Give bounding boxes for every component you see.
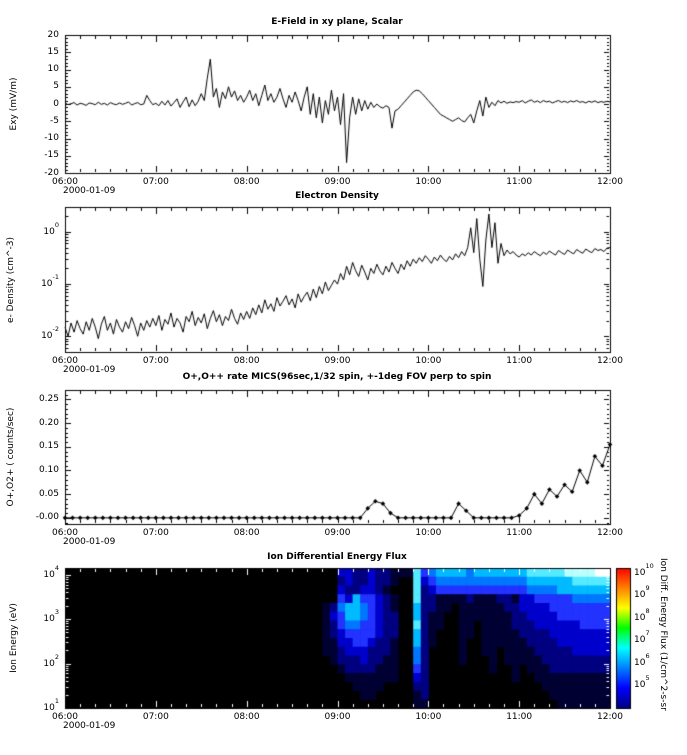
y-tick-label: 0.10 [38,464,59,475]
panel2-ylabel: e- Density (cm^-3) [6,237,16,323]
x-tick-label: 10:00 [415,528,442,538]
colorbar-title: Ion Diff. Energy Flux (1/cm^2-s-sr [658,558,668,711]
x-tick-label: 08:00 [233,177,260,187]
y-tick-label: 0 [53,98,59,109]
x-tick-label: 10:00 [415,356,442,366]
y-tick-label: 102 [43,652,59,669]
x-tick-label: 09:00 [324,177,351,187]
y-tick-label: 10 [47,64,59,74]
y-tick-label: 101 [43,697,59,713]
x-tick-label: 11:00 [506,712,533,722]
y-tick-label: 0.25 [38,393,59,404]
y-tick-label: 103 [43,608,59,625]
panel2-date-label: 2000-01-09 [63,365,116,375]
panel4-ylabel: Ion Energy (eV) [9,603,19,673]
x-tick-label: 12:00 [597,177,623,187]
x-tick-label: 06:00 [52,712,78,722]
y-tick-label: -20 [44,167,59,178]
colorbar-tick-label: 1010 [634,561,654,578]
x-tick-label: 10:00 [415,712,442,722]
y-tick-label: -10 [44,133,59,143]
x-tick-label: 07:00 [142,356,169,366]
x-tick-label: 07:00 [142,712,169,722]
colorbar-tick-label: 109 [634,584,650,601]
x-tick-label: 12:00 [597,528,623,538]
x-tick-label: 12:00 [597,356,623,366]
panel1-date-label: 2000-01-09 [63,186,116,196]
panel4-title: Ion Differential Energy Flux [267,552,407,562]
x-tick-label: 08:00 [233,528,260,538]
x-tick-label: 08:00 [233,356,260,366]
colorbar-tick-label: 108 [634,606,650,623]
panel4-date-label: 2000-01-09 [63,721,116,731]
x-tick-label: 12:00 [597,712,623,722]
x-tick-label: 06:00 [52,177,78,187]
panel3-title: O+,O++ rate MICS(96sec,1/32 spin, +-1deg… [182,372,492,382]
x-tick-label: 11:00 [506,177,533,187]
y-tick-label: 100 [43,220,59,237]
x-tick-label: 09:00 [324,356,351,366]
y-tick-label: 10-1 [41,273,59,290]
y-tick-label: 104 [43,563,59,580]
y-tick-label: 5 [53,81,59,92]
x-tick-label: 08:00 [233,712,260,722]
panel3-ylabel: O+,O2+ ( counts/sec) [6,407,16,507]
x-tick-label: 07:00 [142,528,169,538]
y-tick-label: -15 [44,150,59,161]
y-tick-label: 15 [47,46,59,57]
y-tick-label: 0.05 [38,488,59,499]
x-tick-label: 10:00 [415,177,442,187]
panel2-title: Electron Density [295,191,379,201]
colorbar-tick-label: 107 [634,629,650,646]
y-tick-label: 20 [47,29,59,40]
x-tick-label: 06:00 [52,528,78,538]
x-tick-label: 09:00 [324,712,351,722]
panel3-date-label: 2000-01-09 [63,537,116,547]
y-tick-label: 10-2 [41,325,59,342]
y-tick-label: -5 [50,115,59,126]
panel1-title: E-Field in xy plane, Scalar [271,17,403,27]
x-tick-label: 06:00 [52,356,78,366]
panel1-ylabel: Exy (mV/m) [9,77,19,131]
x-tick-label: 09:00 [324,528,351,538]
x-tick-label: 07:00 [142,177,169,187]
y-tick-label: 0.15 [38,441,59,452]
colorbar-tick-label: 105 [634,674,650,691]
x-tick-label: 11:00 [506,356,533,366]
colorbar-tick-label: 106 [634,651,650,668]
y-tick-label: -0.00 [35,512,59,523]
x-tick-label: 11:00 [506,528,533,538]
y-tick-label: 0.20 [38,417,59,428]
